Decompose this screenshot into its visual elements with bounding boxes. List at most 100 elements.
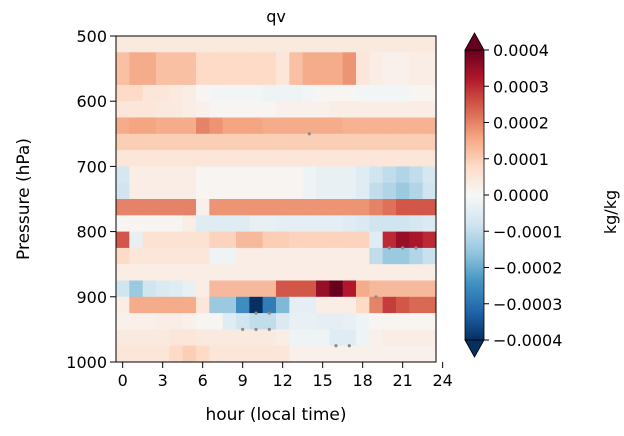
heatmap-cell xyxy=(209,329,224,347)
heatmap-cell xyxy=(369,280,384,298)
colorbar: 0.0004 0.0003 0.0002 0.0001 0.0000 −0.0001 −0.… xyxy=(464,32,562,358)
heatmap-cell xyxy=(142,101,157,118)
heatmap-cell xyxy=(356,84,370,102)
heatmap-cell xyxy=(236,101,250,118)
heatmap-cell xyxy=(236,329,250,347)
heatmap-cell xyxy=(249,133,264,151)
heatmap-cell xyxy=(276,52,290,69)
heatmap-cell xyxy=(222,150,237,167)
heatmap-cell xyxy=(142,150,157,167)
heatmap-cell xyxy=(182,313,197,330)
heatmap-cell xyxy=(276,329,290,347)
heatmap-cell xyxy=(289,68,304,86)
heatmap-cell xyxy=(209,199,224,216)
heatmap-cell xyxy=(129,345,144,363)
heatmap-cell xyxy=(356,264,370,281)
heatmap-cell xyxy=(169,231,184,249)
heatmap-cell xyxy=(316,166,330,184)
heatmap-cell xyxy=(302,101,317,118)
heatmap-cell xyxy=(209,313,224,330)
heatmap-cell xyxy=(169,199,184,216)
heatmap-cell xyxy=(156,329,170,347)
heatmap-cell xyxy=(169,345,184,363)
heatmap-cell xyxy=(116,36,130,53)
heatmap-cell xyxy=(196,150,210,167)
heatmap-cell xyxy=(409,329,424,347)
heatmap-cell xyxy=(369,329,384,347)
heatmap-cell xyxy=(289,280,304,298)
heatmap-cell xyxy=(169,280,184,298)
heatmap-cell xyxy=(262,313,277,330)
heatmap-cell xyxy=(209,345,224,363)
heatmap-cell xyxy=(222,264,237,281)
heatmap-cell xyxy=(182,182,197,200)
heatmap-cell xyxy=(129,280,144,298)
heatmap-cell xyxy=(169,215,184,232)
heatmap-cell xyxy=(196,280,210,298)
heatmap-cell xyxy=(142,117,157,135)
heatmap-cell xyxy=(316,215,330,232)
heatmap-cell xyxy=(209,84,224,102)
heatmap-cell xyxy=(142,182,157,200)
heatmap-cell xyxy=(422,84,437,102)
heatmap-cell xyxy=(116,101,130,118)
heatmap-cell xyxy=(382,117,397,135)
heatmap-cell xyxy=(182,247,197,265)
heatmap-cell xyxy=(289,215,304,232)
plot-frame xyxy=(115,35,437,363)
significance-dot xyxy=(267,327,271,331)
significance-dot xyxy=(334,344,338,348)
heatmap-cell xyxy=(382,329,397,347)
significance-dot xyxy=(241,327,245,331)
heatmap-cell xyxy=(209,117,224,135)
heatmap-cell xyxy=(302,296,317,314)
heatmap-cell xyxy=(369,52,384,69)
heatmap-cell xyxy=(422,247,437,265)
heatmap-cell xyxy=(302,166,317,184)
colorbar-ticks: 0.0004 0.0003 0.0002 0.0001 0.0000 −0.0001 −0.… xyxy=(484,41,562,350)
heatmap-cell xyxy=(129,247,144,265)
heatmap-cell xyxy=(156,150,170,167)
heatmap-cell xyxy=(222,313,237,330)
colorbar-body xyxy=(465,50,484,340)
significance-dot xyxy=(414,246,418,250)
heatmap-cell xyxy=(289,101,304,118)
heatmap-cell xyxy=(409,345,424,363)
heatmap-cell xyxy=(249,117,264,135)
heatmap-cell xyxy=(289,313,304,330)
heatmap-cell xyxy=(409,117,424,135)
heatmap-cell xyxy=(222,133,237,151)
heatmap-cell xyxy=(169,84,184,102)
heatmap-cell xyxy=(236,150,250,167)
heatmap-cell xyxy=(262,215,277,232)
heatmap-cell xyxy=(116,264,130,281)
heatmap-cell xyxy=(262,280,277,298)
heatmap-cell xyxy=(182,345,197,363)
heatmap-cell xyxy=(209,52,224,69)
heatmap-cell xyxy=(329,36,344,53)
heatmap-cell xyxy=(169,117,184,135)
heatmap-cell xyxy=(342,84,357,102)
heatmap-cell xyxy=(382,199,397,216)
heatmap-cell xyxy=(396,166,410,184)
heatmap-cell xyxy=(356,313,370,330)
heatmap-cell xyxy=(276,117,290,135)
heatmap-cell xyxy=(196,313,210,330)
y-tick-label: 800 xyxy=(76,223,107,242)
heatmap-cell xyxy=(342,101,357,118)
heatmap-cell xyxy=(396,52,410,69)
heatmap-cell xyxy=(209,296,224,314)
heatmap-cell xyxy=(382,150,397,167)
heatmap-cell xyxy=(156,280,170,298)
significance-dot xyxy=(401,246,405,250)
heatmap-cell xyxy=(316,264,330,281)
heatmap-cell xyxy=(236,313,250,330)
heatmap-cell xyxy=(409,313,424,330)
heatmap-cell xyxy=(156,84,170,102)
heatmap-cell xyxy=(156,101,170,118)
heatmap-cell xyxy=(422,296,437,314)
heatmap-cell xyxy=(302,199,317,216)
heatmap-cell xyxy=(316,36,330,53)
heatmap-cell xyxy=(356,329,370,347)
heatmap-cell xyxy=(116,231,130,249)
